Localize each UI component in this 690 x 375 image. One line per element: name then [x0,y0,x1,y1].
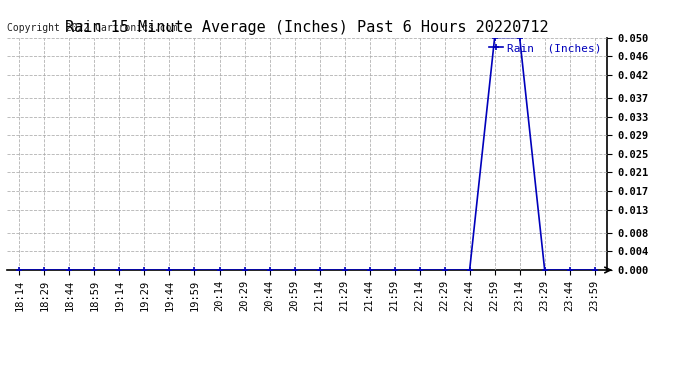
Rain  (Inches) [540,268,549,272]
Rain  (Inches) [266,268,274,272]
Rain  (Inches) [115,268,124,272]
Rain  (Inches) [491,35,499,40]
Rain  (Inches) [140,268,148,272]
Rain  (Inches) [366,268,374,272]
Rain  (Inches) [415,268,424,272]
Rain  (Inches) [40,268,48,272]
Rain  (Inches) [515,35,524,40]
Rain  (Inches) [440,268,449,272]
Rain  (Inches) [15,268,23,272]
Rain  (Inches) [166,268,174,272]
Rain  (Inches) [190,268,199,272]
Rain  (Inches) [215,268,224,272]
Line: Rain  (Inches): Rain (Inches) [16,34,598,273]
Rain  (Inches) [90,268,99,272]
Rain  (Inches) [591,268,599,272]
Legend: Rain  (Inches): Rain (Inches) [489,43,602,53]
Rain  (Inches) [240,268,248,272]
Rain  (Inches) [290,268,299,272]
Rain  (Inches) [340,268,348,272]
Rain  (Inches) [315,268,324,272]
Text: Copyright 2022 Cartronics.com: Copyright 2022 Cartronics.com [7,23,177,33]
Rain  (Inches) [566,268,574,272]
Rain  (Inches) [391,268,399,272]
Title: Rain 15 Minute Average (Inches) Past 6 Hours 20220712: Rain 15 Minute Average (Inches) Past 6 H… [66,20,549,35]
Rain  (Inches) [66,268,74,272]
Rain  (Inches) [466,268,474,272]
